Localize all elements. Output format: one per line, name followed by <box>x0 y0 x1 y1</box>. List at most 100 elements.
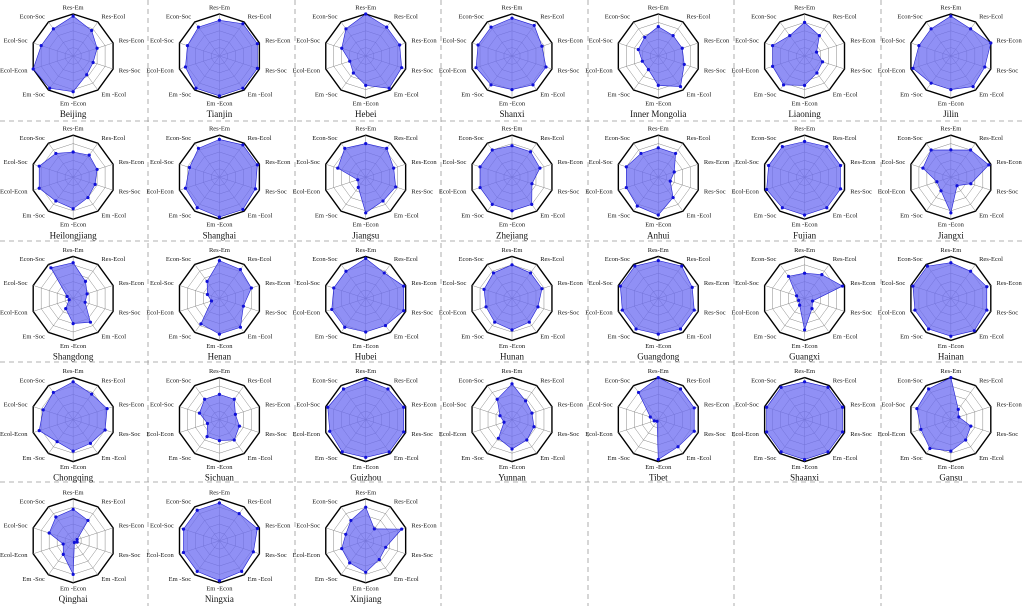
vertex <box>672 170 676 174</box>
radar-chart: Res-Em Res-Ecol Res-Econ Res-Soc Em -Ecol Em … <box>146 489 291 604</box>
axis-label: Res-Em <box>648 126 669 133</box>
vertex <box>71 380 75 384</box>
vertex <box>385 146 389 150</box>
vertex <box>336 166 340 170</box>
radar-chart: Res-Em Res-Ecol Res-Econ Res-Soc Em -Ecol Em … <box>731 368 876 483</box>
axis-label: Econ-Soc <box>312 14 337 21</box>
vertex <box>67 298 71 302</box>
vertex <box>37 164 41 168</box>
radar-area <box>922 149 990 214</box>
axis-label: Em -Ecol <box>540 91 565 98</box>
chart-title: Jiangxi <box>938 230 964 240</box>
axis-label: Res-Ecol <box>686 14 710 21</box>
vertex <box>656 213 660 217</box>
axis-label: Res-Em <box>209 126 230 133</box>
vertex <box>255 66 259 70</box>
vertex <box>802 380 807 384</box>
radar-area <box>620 260 695 335</box>
axis-label: Em -Econ <box>645 222 672 229</box>
axis-label: Res-Soc <box>850 310 872 317</box>
axis-label: Em -Econ <box>938 464 965 471</box>
axis-label: Res-Econ <box>704 38 730 45</box>
vertex <box>217 332 222 336</box>
vertex <box>238 267 243 272</box>
axis-label: Res-Soc <box>265 189 287 196</box>
chart-title: Anhui <box>647 230 670 240</box>
vertex <box>398 43 402 47</box>
axis-label: Res-Soc <box>850 431 872 438</box>
vertex <box>197 411 202 415</box>
axis-label: Econ-Soc <box>166 377 191 384</box>
axis-label: Res-Ecol <box>540 377 564 384</box>
axis-label: Ecol-Soc <box>296 159 320 166</box>
vertex <box>251 550 255 554</box>
vertex <box>484 305 488 309</box>
axis-label: Em -Ecol <box>394 455 419 462</box>
vertex <box>233 412 238 417</box>
axis-label: Em -Ecol <box>101 91 126 98</box>
axis-label: Econ-Soc <box>751 256 776 263</box>
vertex <box>61 542 65 546</box>
vertex <box>929 81 933 85</box>
vertex <box>195 569 199 573</box>
vertex <box>54 151 58 156</box>
axis-label: Res-Econ <box>704 401 730 408</box>
vertex <box>75 537 79 542</box>
vertex <box>648 415 652 419</box>
vertex <box>476 43 480 47</box>
axis-label: Res-Ecol <box>394 14 418 21</box>
axis-label: Ecol-Soc <box>443 280 467 287</box>
axis-label: Ecol-Soc <box>735 159 759 166</box>
vertex <box>779 385 783 389</box>
vertex <box>652 419 656 423</box>
axis-label: Res-Em <box>794 4 815 11</box>
vertex <box>690 285 694 289</box>
vertex <box>344 269 348 273</box>
vertex <box>502 420 506 424</box>
vertex <box>921 166 925 170</box>
vertex <box>838 163 843 168</box>
vertex <box>364 455 368 459</box>
axis-label: Em -Ecol <box>248 213 273 220</box>
vertex <box>183 65 188 69</box>
vertex <box>636 390 641 395</box>
axis-label: Res-Ecol <box>833 135 857 142</box>
vertex <box>802 139 807 144</box>
vertex <box>71 150 75 154</box>
vertex <box>826 450 830 454</box>
vertex <box>364 211 368 215</box>
axis-label: Ecol-Econ <box>731 310 759 317</box>
vertex <box>765 430 769 434</box>
axis-label: Em -Soc <box>607 455 630 462</box>
vertex <box>949 148 953 152</box>
radar-chart: Res-Em Res-Ecol Res-Econ Res-Soc Em -Ecol Em … <box>878 126 1023 241</box>
axis-label: Em -Econ <box>60 100 87 107</box>
radar-chart: Res-Em Res-Ecol Res-Econ Res-Soc Em -Ecol Em … <box>293 489 438 604</box>
axis-label: Ecol-Soc <box>735 280 759 287</box>
vertex <box>840 284 845 288</box>
vertex <box>330 307 334 312</box>
chart-title: Guangxi <box>789 351 820 361</box>
vertex <box>71 322 75 326</box>
vertex <box>949 334 953 338</box>
axis-label: Em -Ecol <box>101 334 126 341</box>
vertex <box>54 199 58 203</box>
vertex <box>802 20 807 24</box>
vertex <box>71 449 75 453</box>
axis-label: Res-Ecol <box>686 256 710 263</box>
spoke <box>73 527 114 542</box>
vertex <box>241 207 245 212</box>
vertex <box>495 397 499 401</box>
axis-label: Res-Econ <box>119 401 145 408</box>
axis-label: Ecol-Soc <box>296 280 320 287</box>
vertex <box>780 145 784 149</box>
vertex <box>838 187 843 191</box>
axis-label: Econ-Soc <box>459 256 484 263</box>
vertex <box>402 405 406 409</box>
vertex <box>217 94 222 98</box>
axis-label: Res-Em <box>502 126 523 133</box>
axis-label: Em -Econ <box>645 464 672 471</box>
vertex <box>241 304 245 308</box>
chart-title: Hunan <box>500 351 524 361</box>
axis-label: Em -Ecol <box>686 91 711 98</box>
